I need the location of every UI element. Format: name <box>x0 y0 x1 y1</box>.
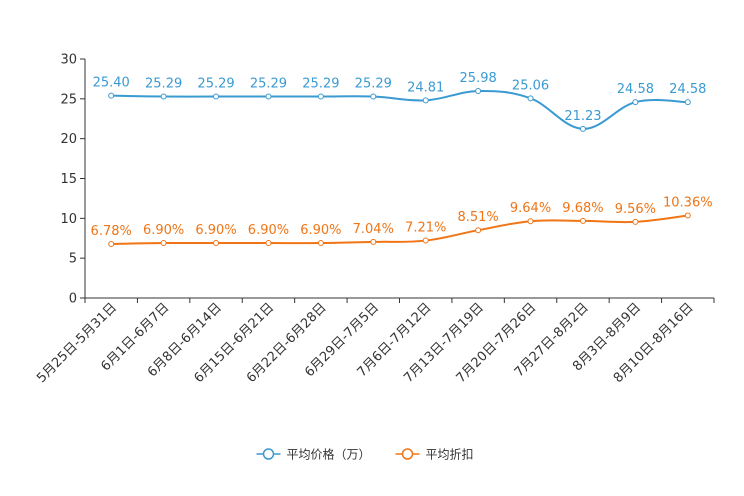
data-label: 25.29 <box>197 77 234 92</box>
data-point <box>632 218 639 225</box>
data-label: 25.29 <box>250 77 287 92</box>
data-label: 21.23 <box>564 109 601 124</box>
y-tick-label: 15 <box>60 172 77 187</box>
y-tick-label: 25 <box>60 92 77 107</box>
legend-item-1[interactable]: 平均价格（万） <box>256 447 371 462</box>
data-point <box>213 93 220 100</box>
data-label: 10.36% <box>663 195 713 210</box>
data-point <box>370 93 377 100</box>
y-tick-label: 20 <box>60 132 77 147</box>
legend-label: 平均价格（万） <box>287 447 371 462</box>
data-label: 6.78% <box>91 224 132 239</box>
data-label: 24.81 <box>407 80 444 95</box>
data-point <box>108 92 115 99</box>
y-tick-label: 10 <box>60 212 77 227</box>
data-point <box>684 212 691 219</box>
y-tick-label: 30 <box>60 53 77 68</box>
data-point <box>108 240 115 247</box>
data-label: 24.58 <box>669 82 706 97</box>
data-point <box>213 240 220 247</box>
data-label: 9.64% <box>510 201 551 216</box>
data-label: 7.04% <box>353 222 394 237</box>
data-label: 6.90% <box>143 223 184 238</box>
data-label: 25.40 <box>93 76 130 91</box>
data-point <box>370 238 377 245</box>
data-point <box>422 237 429 244</box>
data-label: 7.21% <box>405 221 446 236</box>
data-label: 9.56% <box>615 202 656 217</box>
data-label: 24.58 <box>617 82 654 97</box>
data-label: 25.29 <box>302 77 339 92</box>
data-point <box>684 99 691 106</box>
data-label: 6.90% <box>300 223 341 238</box>
data-point <box>317 93 324 100</box>
chart-series: 25.40 25.29 25.29 25.29 25.29 25.29 24.81 25.98… <box>91 71 713 247</box>
y-tick-label: 5 <box>69 252 77 267</box>
data-label: 25.98 <box>460 71 497 86</box>
data-point <box>422 97 429 104</box>
legend-label: 平均折扣 <box>426 447 474 462</box>
legend-item-2[interactable]: 平均折扣 <box>395 447 474 462</box>
y-tick-label: 0 <box>69 292 77 307</box>
chart-axes: 0510152025305月25日-5月31日6月1日-6月7日6月8日-6月1… <box>34 53 715 386</box>
data-label: 8.51% <box>457 210 498 225</box>
data-point <box>475 88 482 95</box>
data-point <box>579 125 586 132</box>
data-label: 25.06 <box>512 78 549 93</box>
data-label: 6.90% <box>195 223 236 238</box>
data-point <box>265 240 272 247</box>
data-point <box>527 95 534 102</box>
data-point <box>527 218 534 225</box>
data-label: 6.90% <box>248 223 289 238</box>
data-point <box>317 240 324 247</box>
data-point <box>265 93 272 100</box>
data-label: 25.29 <box>145 77 182 92</box>
chart-legend[interactable]: 平均价格（万） 平均折扣 <box>256 447 474 462</box>
legend-marker-icon <box>262 448 275 460</box>
data-label: 25.29 <box>355 77 392 92</box>
data-point <box>160 240 167 247</box>
data-point <box>579 217 586 224</box>
data-point <box>160 93 167 100</box>
series-line-2 <box>111 214 688 245</box>
legend-marker-icon <box>401 448 414 460</box>
data-point <box>475 227 482 234</box>
data-point <box>632 99 639 106</box>
data-label: 9.68% <box>562 201 603 216</box>
